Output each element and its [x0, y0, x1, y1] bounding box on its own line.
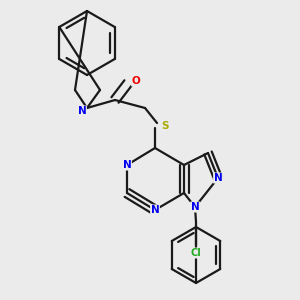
- Text: N: N: [78, 106, 86, 116]
- Text: N: N: [214, 173, 222, 183]
- Text: N: N: [123, 160, 131, 170]
- Text: N: N: [151, 205, 159, 215]
- Text: Cl: Cl: [190, 248, 201, 258]
- Text: O: O: [132, 76, 140, 86]
- Text: S: S: [161, 121, 169, 131]
- Text: N: N: [190, 202, 200, 212]
